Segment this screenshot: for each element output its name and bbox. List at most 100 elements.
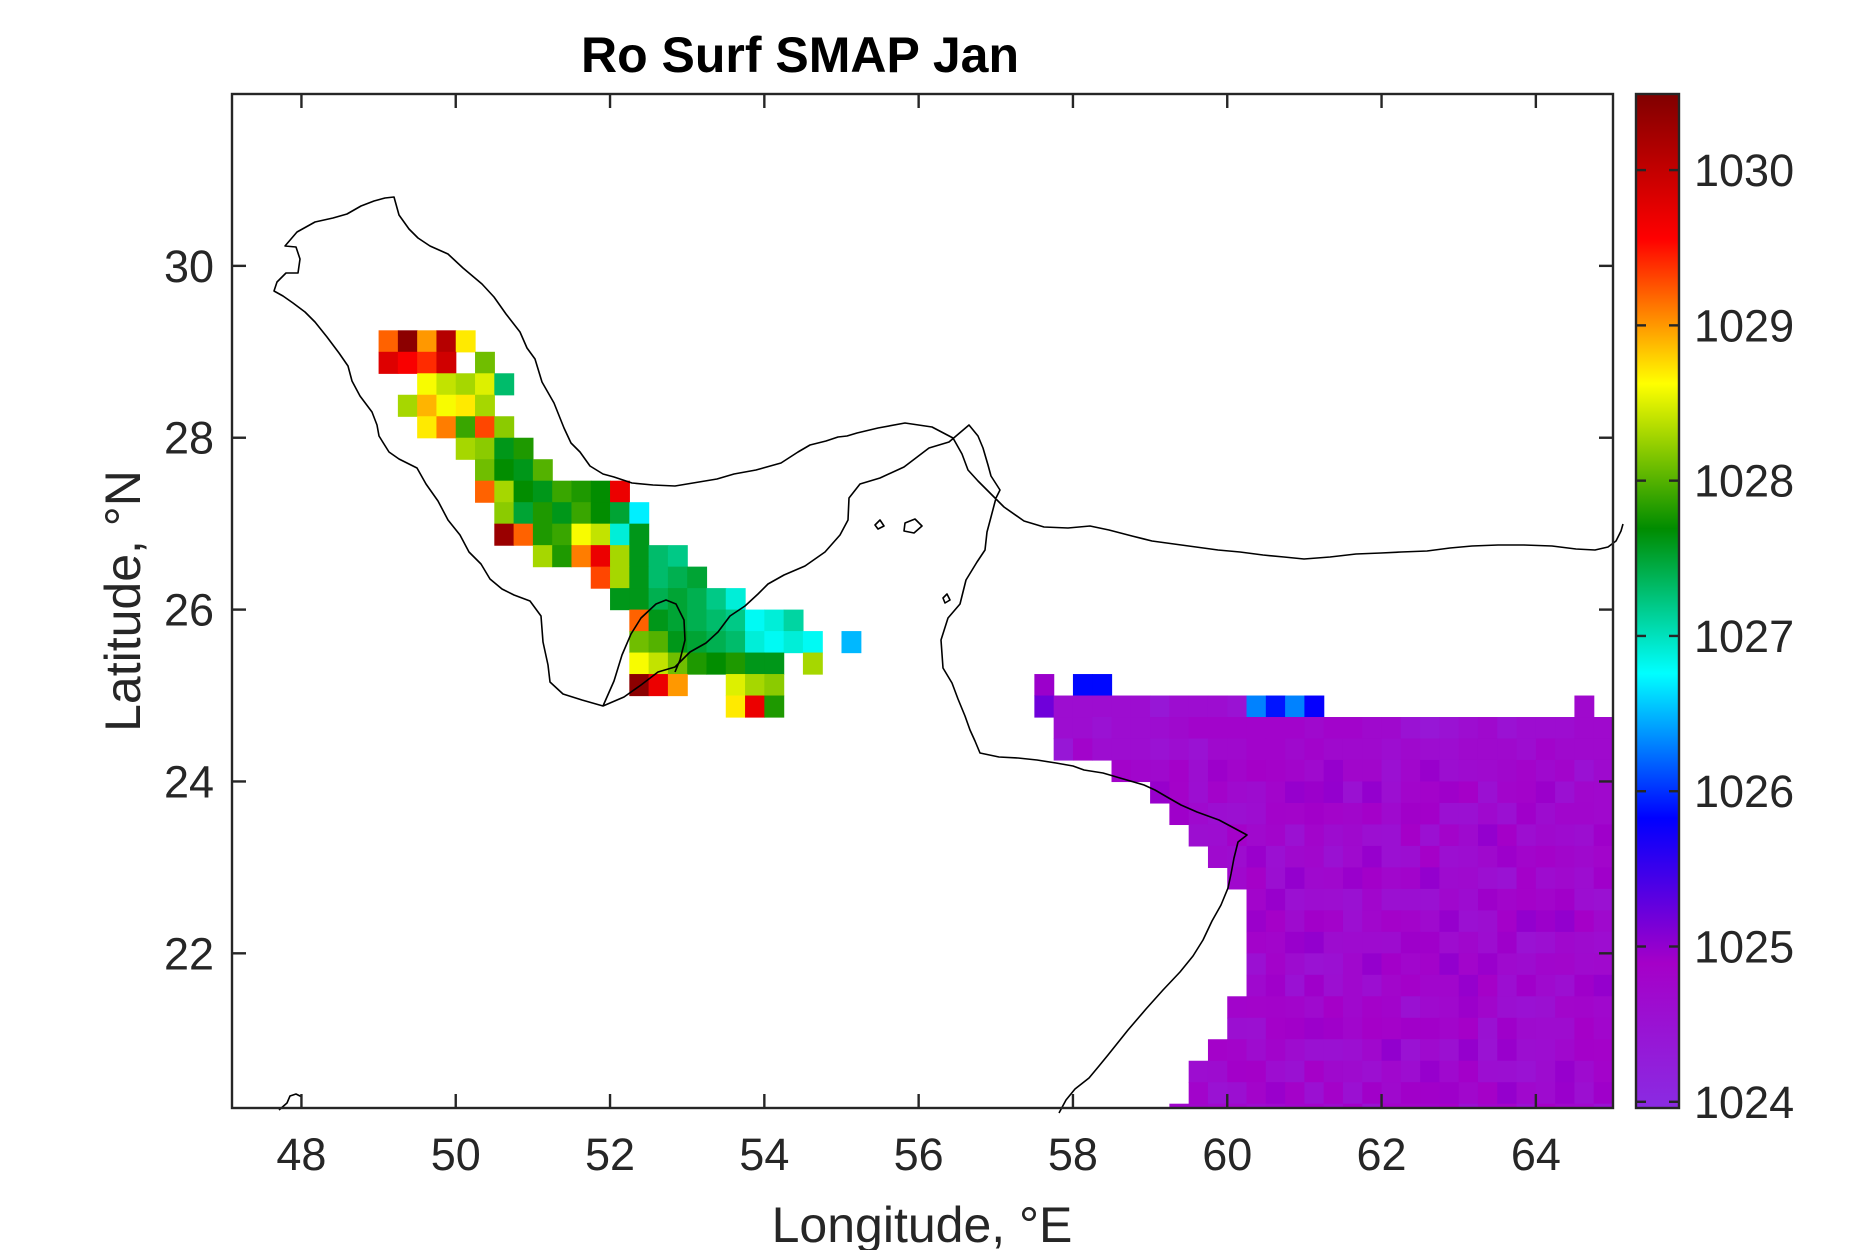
data-cell [1207,1103,1228,1109]
data-cell [1516,1060,1537,1083]
data-cell [1535,781,1556,804]
data-cell [1400,1039,1421,1062]
data-cell [1304,781,1325,804]
data-cell [1246,867,1267,890]
data-cell [397,351,418,374]
data-cell [725,631,746,654]
data-cell [1323,1039,1344,1062]
colorbar-tick-label: 1029 [1694,300,1794,351]
data-cell [1381,802,1402,826]
data-cell [1593,802,1614,826]
data-cell [378,330,399,353]
data-cell [706,652,727,675]
data-cell [552,523,573,546]
data-cell [1458,781,1479,804]
data-cell [648,609,669,632]
data-cell [1227,1082,1248,1105]
data-cell [1477,781,1498,804]
data-cell [1304,1060,1325,1083]
data-cell [648,652,669,675]
data-cell [552,502,573,525]
data-cell [1535,1039,1556,1062]
data-cell [455,330,476,353]
data-cell [1516,781,1537,804]
data-cell [1323,759,1344,783]
data-cell [1111,738,1132,761]
data-cell [1497,867,1518,890]
data-cell [1458,802,1479,826]
data-cell [1265,738,1286,761]
data-cell [1477,953,1498,976]
data-cell [1439,1082,1460,1105]
data-cell [1593,1017,1614,1040]
data-cell [1362,974,1383,997]
data-cell [532,502,553,525]
data-cell [1342,910,1363,933]
data-cell [1555,1017,1576,1040]
data-cell [1593,717,1614,740]
data-cell [1246,1082,1267,1105]
data-cell [1593,953,1614,976]
data-cell [1535,888,1556,911]
data-cell [1555,824,1576,847]
data-cell [532,523,553,546]
data-cell [1246,931,1267,954]
data-cell [1439,1039,1460,1062]
data-cell [1323,802,1344,826]
data-cell [1477,845,1498,868]
data-cell [1246,974,1267,997]
data-cell [667,674,688,697]
data-cell [1458,867,1479,890]
data-cell [1535,738,1556,761]
data-cell [629,566,650,589]
data-cell [1439,1103,1460,1109]
data-cell [1497,953,1518,976]
data-cell [494,437,515,460]
data-cell [1362,845,1383,868]
data-cell [1072,738,1093,761]
data-cell [1362,824,1383,847]
data-cell [1439,759,1460,783]
data-cell [1555,802,1576,826]
data-cell [1555,953,1576,976]
data-cell [1516,953,1537,976]
data-cell [532,480,553,503]
data-cell [1555,738,1576,761]
data-cell [667,566,688,589]
data-cell [1130,738,1151,761]
data-cell [590,566,611,589]
data-cell [1342,845,1363,868]
data-cell [1381,931,1402,954]
data-cell [610,502,630,525]
data-cell [1420,802,1441,826]
data-cell [1497,802,1518,826]
data-cell [1593,910,1614,933]
data-cell [1516,931,1537,954]
data-cell [764,631,785,654]
data-cell [1265,953,1286,976]
data-cell [1555,717,1576,740]
data-cell [1323,888,1344,911]
data-cell [783,609,804,632]
data-cell [745,609,765,632]
data-cell [1420,888,1441,911]
data-cell [1400,953,1421,976]
data-cell [1497,717,1518,740]
data-cell [1285,738,1305,761]
data-cell [1265,1103,1286,1109]
data-cell [1574,738,1595,761]
data-cell [1535,1082,1556,1105]
data-cell [1400,759,1421,783]
data-cell [1265,845,1286,868]
data-cell [1342,1082,1363,1105]
data-cell [1304,802,1325,826]
data-cell [1420,867,1441,890]
data-cell [725,674,746,697]
data-cell [1400,1082,1421,1105]
data-cell [1574,802,1595,826]
data-cell [1285,974,1305,997]
data-cell [1516,759,1537,783]
data-cell [1593,1103,1614,1109]
data-cell [1381,1060,1402,1083]
x-tick-label: 48 [276,1129,326,1180]
